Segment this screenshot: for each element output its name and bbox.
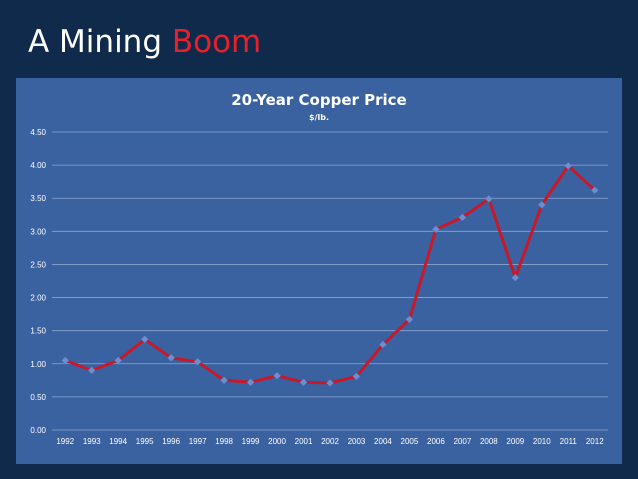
x-tick-label: 2002 [321,437,339,446]
x-tick-label: 2006 [427,437,445,446]
x-tick-label: 2010 [533,437,551,446]
data-point-marker [140,335,149,344]
data-point-marker [590,186,599,195]
y-tick-label: 4.00 [30,161,46,170]
y-tick-label: 1.50 [30,327,46,336]
y-tick-label: 3.50 [30,194,46,203]
gridlines [52,131,608,431]
data-point-marker [167,353,176,362]
data-point-marker [484,194,493,203]
data-point-marker [193,357,202,366]
y-tick-label: 2.00 [30,294,46,303]
data-point-marker [87,366,96,375]
data-point-marker [352,372,361,381]
x-tick-label: 2004 [374,437,392,446]
data-point-marker [114,356,123,365]
x-tick-label: 2011 [560,437,578,446]
data-point-marker [299,378,308,387]
data-point-marker [378,340,387,349]
x-tick-label: 1994 [109,437,127,446]
data-point-marker [246,378,255,387]
x-tick-label: 2005 [401,437,419,446]
y-tick-label: 3.00 [30,227,46,236]
x-tick-label: 2001 [295,437,313,446]
y-tick-label: 0.00 [30,426,46,435]
y-tick-label: 2.50 [30,260,46,269]
data-point-marker [273,371,282,380]
x-tick-label: 1998 [215,437,233,446]
data-point-marker [458,213,467,222]
chart-panel: 20-Year Copper Price $/lb. 0.00 0.50 1.00 1… [16,78,622,464]
x-tick-label: 2007 [453,437,471,446]
data-point-marker [537,200,546,209]
x-tick-label: 1996 [162,437,180,446]
x-tick-label: 1992 [56,437,74,446]
data-point-marker [405,315,414,324]
chart-subtitle: $/lb. [309,113,329,122]
slide-title-main: A Mining [28,24,172,60]
x-tick-label: 1997 [189,437,207,446]
y-tick-label: 1.00 [30,360,46,369]
x-tick-label: 2012 [586,437,604,446]
y-tick-label: 0.50 [30,393,46,402]
x-tick-label: 2003 [348,437,366,446]
chart-title: 20-Year Copper Price [231,91,406,109]
data-point-marker [326,379,334,387]
slide-title-accent: Boom [171,24,262,60]
data-point-marker [220,376,229,385]
x-tick-label: 2000 [268,437,286,446]
series-copper-price [61,161,599,387]
y-axis-ticks: 0.00 0.50 1.00 1.50 2.00 2.50 3.00 3.50 4.00 4.50 [30,128,46,435]
x-tick-label: 2008 [480,437,498,446]
x-axis-ticks: 1992 1993 1994 1995 1996 1997 1998 1999 2000 2001… [56,437,604,446]
y-tick-label: 4.50 [30,128,46,137]
data-point-marker [511,273,520,282]
data-point-marker [564,161,573,170]
x-tick-label: 2009 [506,437,524,446]
slide-title: A Mining Boom [28,24,261,60]
copper-price-chart: 20-Year Copper Price $/lb. 0.00 0.50 1.00 1… [30,91,608,446]
x-tick-label: 1993 [83,437,101,446]
x-tick-label: 1995 [136,437,154,446]
data-point-marker [61,356,70,365]
x-tick-label: 1999 [242,437,260,446]
data-point-marker [431,225,440,234]
